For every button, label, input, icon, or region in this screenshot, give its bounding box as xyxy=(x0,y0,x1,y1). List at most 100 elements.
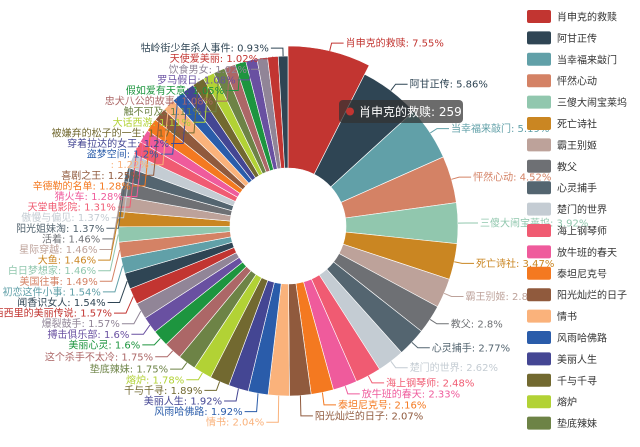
slice-label-14: 情书: 2.04% xyxy=(206,416,264,429)
legend-swatch-10[interactable] xyxy=(527,224,551,237)
legend-swatch-5[interactable] xyxy=(527,117,551,130)
leader-line-13 xyxy=(299,395,313,417)
legend-label-6[interactable]: 霸王别姬 xyxy=(557,139,597,152)
legend-swatch-17[interactable] xyxy=(527,373,551,387)
leader-line-18 xyxy=(186,372,203,381)
tooltip-text: 肖申克的救赎: 259 xyxy=(359,104,462,119)
slice-49[interactable] xyxy=(277,55,289,169)
legend-label-9[interactable]: 楚门的世界 xyxy=(557,203,607,216)
slice-label-2: 当幸福来敲门: 5.19% xyxy=(451,122,549,135)
legend-swatch-19[interactable] xyxy=(527,416,551,430)
slice-label-32: 阳光姐妹淘: 1.37% xyxy=(16,222,104,235)
slice-label-34: 天堂电影院: 1.31% xyxy=(28,201,116,214)
legend-label-0[interactable]: 肖申克的救赎 xyxy=(557,11,617,24)
leader-line-24 xyxy=(114,296,134,314)
leader-line-44 xyxy=(215,66,231,102)
legend-swatch-8[interactable] xyxy=(527,181,551,195)
legend-label-19[interactable]: 垫底辣妹 xyxy=(557,417,597,430)
slice-label-8: 心灵捕手: 2.77% xyxy=(432,341,510,354)
leader-line-16 xyxy=(224,388,239,402)
leader-line-19 xyxy=(170,362,188,370)
legend-swatch-14[interactable] xyxy=(527,309,551,323)
slice-label-9: 楚门的世界: 2.62% xyxy=(410,361,498,374)
legend-swatch-2[interactable] xyxy=(527,52,551,66)
leader-line-47 xyxy=(249,57,263,70)
slice-label-12: 泰坦尼克号: 2.16% xyxy=(338,398,426,411)
leader-line-49 xyxy=(270,47,284,57)
slice-label-42: 大话西游: 1.11% xyxy=(113,116,191,129)
legend-label-1[interactable]: 阿甘正传 xyxy=(557,32,597,45)
legend-label-8[interactable]: 心灵捕手 xyxy=(557,182,597,195)
slice-label-26: 初恋这件小事: 1.54% xyxy=(3,285,101,298)
leader-line-5 xyxy=(454,261,474,264)
legend-label-11[interactable]: 放牛班的春天 xyxy=(557,246,617,259)
legend-swatch-13[interactable] xyxy=(527,288,551,302)
tooltip-background xyxy=(339,100,463,123)
legend-label-7[interactable]: 教父 xyxy=(557,160,577,173)
leader-line-11 xyxy=(344,385,360,395)
leader-line-39 xyxy=(160,96,179,155)
legend-swatch-18[interactable] xyxy=(527,395,551,409)
slice-label-16: 美丽人生: 1.92% xyxy=(144,395,222,408)
legend-swatch-11[interactable] xyxy=(527,245,551,259)
slice-label-45: 假如爱有天意: 1.05% xyxy=(126,84,224,97)
legend-swatch-7[interactable] xyxy=(527,159,551,173)
legend-swatch-1[interactable] xyxy=(527,31,551,45)
leader-line-21 xyxy=(142,337,161,346)
leader-line-36 xyxy=(132,124,152,187)
slice-label-37: 喜剧之王: 1.25% xyxy=(61,169,139,182)
legend: 肖申克的救赎阿甘正传当幸福来敲门怦然心动三傻大闹宝莱坞死亡诗社霸王别姬教父心灵捕… xyxy=(527,10,627,430)
leader-line-0 xyxy=(329,42,344,52)
legend-label-3[interactable]: 怦然心动 xyxy=(557,75,597,88)
slice-label-23: 爆裂鼓手: 1.57% xyxy=(42,317,120,330)
leader-line-42 xyxy=(192,75,210,123)
legend-label-18[interactable]: 熔炉 xyxy=(557,396,577,409)
slice-label-30: 星际穿越: 1.46% xyxy=(19,243,97,256)
legend-label-12[interactable]: 泰坦尼克号 xyxy=(557,267,607,280)
leader-line-6 xyxy=(443,292,464,297)
slice-label-33: 傲慢与偏见: 1.37% xyxy=(21,211,109,224)
slice-label-27: 美国往事: 1.49% xyxy=(19,275,97,288)
leader-line-23 xyxy=(121,310,142,325)
legend-swatch-4[interactable] xyxy=(527,95,551,109)
slice-label-43: 触不可及: 1.11% xyxy=(124,105,202,118)
slice-label-13: 阳光灿烂的日子: 2.07% xyxy=(315,409,423,422)
legend-label-15[interactable]: 风雨哈佛路 xyxy=(557,332,607,345)
leader-line-22 xyxy=(131,324,151,335)
slice-label-46: 罗马假日: 1.08% xyxy=(157,73,235,86)
legend-label-14[interactable]: 情书 xyxy=(557,310,577,323)
legend-label-4[interactable]: 三傻大闹宝莱坞 xyxy=(557,96,627,109)
legend-swatch-9[interactable] xyxy=(527,202,551,216)
slice-label-4: 三傻大闹宝莱坞: 3.92% xyxy=(480,217,588,230)
slice-0[interactable] xyxy=(287,45,370,175)
legend-label-2[interactable]: 当幸福来敲门 xyxy=(557,53,617,66)
legend-label-17[interactable]: 千与千寻 xyxy=(557,375,597,387)
legend-label-16[interactable]: 美丽人生 xyxy=(557,353,597,366)
slice-label-49: 牯岭街少年杀人事件: 0.93% xyxy=(141,42,269,55)
leader-line-48 xyxy=(260,56,274,60)
legend-swatch-6[interactable] xyxy=(527,138,551,152)
leader-line-45 xyxy=(226,62,241,91)
slice-label-24: 西西里的美丽传说: 1.57% xyxy=(0,307,112,320)
legend-swatch-0[interactable] xyxy=(527,10,551,23)
leader-line-9 xyxy=(390,360,408,369)
leader-line-43 xyxy=(203,70,220,113)
leader-line-2 xyxy=(430,128,449,134)
slice-label-3: 怦然心动: 4.52% xyxy=(473,171,551,184)
leader-line-33 xyxy=(111,160,132,219)
legend-label-10[interactable]: 海上钢琴师 xyxy=(557,225,607,238)
legend-swatch-16[interactable] xyxy=(527,352,551,366)
slice-label-20: 这个杀手不太冷: 1.75% xyxy=(45,350,153,363)
slice-label-15: 风雨哈佛路: 1.92% xyxy=(154,405,242,418)
tooltip: 肖申克的救赎: 259 xyxy=(339,100,463,123)
legend-swatch-3[interactable] xyxy=(527,74,551,88)
slice-label-40: 穿着拉达的女王: 1.2% xyxy=(67,137,169,150)
leader-line-29 xyxy=(98,219,119,261)
legend-swatch-15[interactable] xyxy=(527,331,551,344)
legend-label-13[interactable]: 阳光灿烂的日子 xyxy=(557,289,627,302)
slice-label-10: 海上钢琴师: 2.48% xyxy=(386,376,474,389)
legend-label-5[interactable]: 死亡诗社 xyxy=(557,118,597,131)
leader-line-14 xyxy=(266,395,280,423)
legend-swatch-12[interactable] xyxy=(527,266,551,280)
